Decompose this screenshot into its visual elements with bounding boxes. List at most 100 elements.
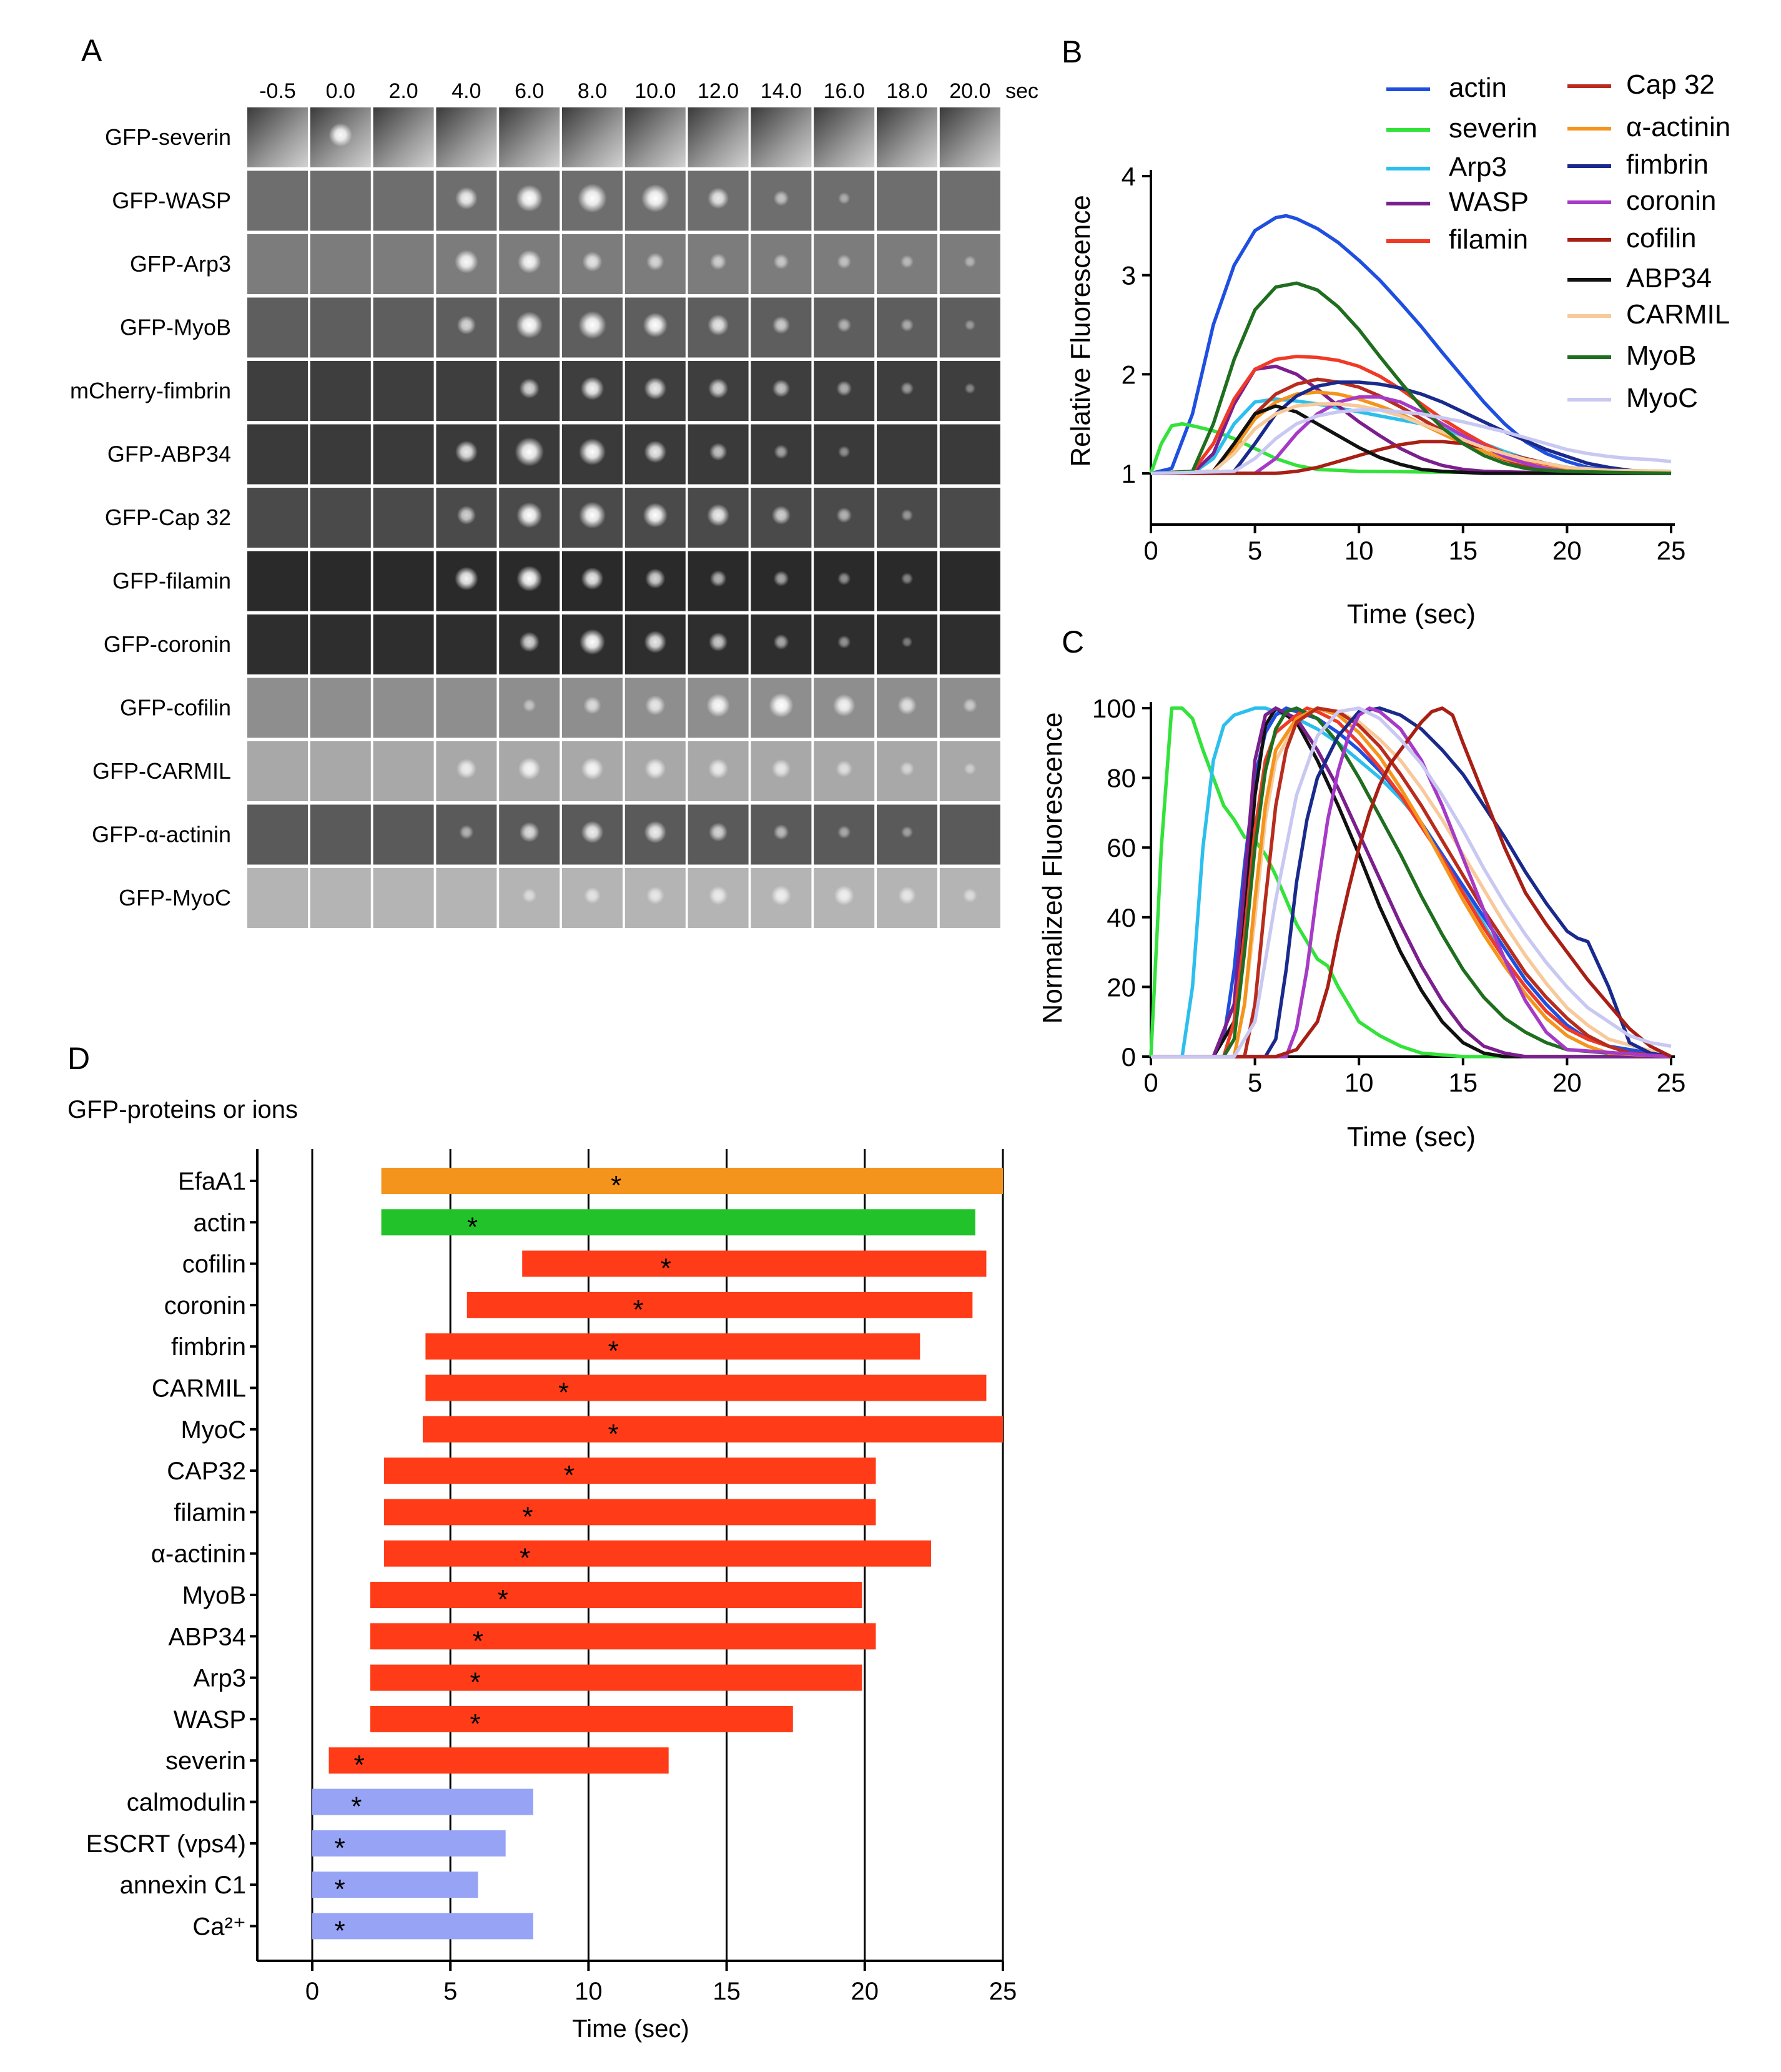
series-line-WASP: [1151, 364, 1671, 475]
category-label: actin: [194, 1209, 247, 1236]
fluorescent-spot: [708, 886, 728, 905]
microscopy-tile: [939, 614, 1000, 674]
microscopy-tile: [310, 868, 371, 928]
series-line-MyoC: [1151, 706, 1672, 1058]
peak-marker: *: [335, 1833, 345, 1863]
category-label: annexin C1: [120, 1872, 246, 1899]
microscopy-tile: [310, 361, 371, 421]
fluorescent-spot: [837, 571, 851, 586]
row-label: GFP-CARMIL: [92, 758, 231, 784]
fluorescent-spot: [900, 826, 914, 839]
fluorescent-spot: [837, 445, 851, 458]
microscopy-tile: [247, 741, 308, 801]
category-label: MyoB: [182, 1582, 246, 1609]
fluorescent-spot: [707, 504, 729, 526]
fluorescent-spot: [579, 629, 606, 655]
time-label: 6.0: [515, 79, 544, 103]
fluorescent-spot: [962, 888, 977, 903]
microscopy-tile: [939, 488, 1000, 548]
microscopy-tile: [436, 678, 497, 738]
fluorescent-spot: [964, 762, 977, 775]
y-axis-label: Normalized Fluorescence: [1037, 713, 1068, 1024]
microscopy-tile: [247, 424, 308, 485]
y-tick-label: 100: [1092, 694, 1136, 723]
fluorescent-spot: [837, 192, 851, 205]
microscopy-tile: [247, 614, 308, 674]
category-label: cofilin: [182, 1251, 246, 1278]
microscopy-tile: [310, 804, 371, 865]
category-label: WASP: [174, 1706, 246, 1734]
fluorescent-spot: [644, 440, 667, 463]
microscopy-tile: [562, 107, 623, 167]
series-line-coronin: [1151, 395, 1671, 475]
series-line-filamin: [1151, 706, 1672, 1058]
microscopy-tile: [373, 488, 434, 548]
time-unit-label: sec: [1005, 79, 1039, 103]
time-label: 4.0: [451, 79, 481, 103]
row-label: GFP-MyoC: [119, 885, 231, 910]
fluorescent-spot: [644, 758, 666, 779]
microscopy-tile: [688, 107, 749, 167]
y-tick-label: 1: [1122, 459, 1136, 488]
panel-label-d: D: [67, 1041, 90, 1076]
legend-label: coronin: [1626, 185, 1716, 216]
category-label: Ca²⁺: [192, 1913, 246, 1940]
microscopy-tile: [939, 424, 1000, 485]
y-tick-label: 4: [1122, 162, 1136, 191]
category-label: CAP32: [167, 1458, 246, 1485]
microscopy-tile: [373, 297, 434, 358]
row-label: GFP-cofilin: [120, 695, 231, 721]
panel-d-title: GFP-proteins or ions: [67, 1096, 298, 1123]
category-label: calmodulin: [127, 1789, 246, 1817]
fluorescent-spot: [644, 377, 667, 400]
fluorescent-spot: [837, 254, 852, 269]
category-label: α-actinin: [151, 1541, 246, 1568]
microscopy-tile: [247, 488, 308, 548]
y-axis-label: Relative Fluorescence: [1065, 195, 1096, 466]
fluorescent-spot: [964, 255, 977, 268]
category-label: EfaA1: [178, 1168, 246, 1195]
x-axis-label: Time (sec): [1347, 1122, 1476, 1152]
category-label: fimbrin: [171, 1333, 246, 1361]
fluorescent-spot: [584, 887, 601, 904]
x-tick-label: 5: [443, 1978, 457, 2005]
microscopy-tile: [373, 361, 434, 421]
legend-label: MyoC: [1626, 383, 1698, 413]
time-labels: -0.5 0.0 2.0 4.0 6.0 8.0 10.0 12.0 14.0 16.0 18.0 2…: [259, 79, 990, 103]
fluorescent-spot: [646, 886, 664, 905]
image-row: GFP-WASP: [112, 170, 1000, 231]
panel-d-timeline-bar-chart: GFP-proteins or ions *******************…: [67, 1096, 1017, 2043]
microscopy-tile: [751, 107, 812, 167]
fluorescent-spot: [516, 312, 543, 338]
x-axis-label: Time (sec): [1347, 599, 1476, 629]
panel-label-b: B: [1062, 34, 1082, 69]
time-label: 10.0: [634, 79, 676, 103]
fluorescent-spot: [773, 824, 789, 840]
x-tick-label: 10: [575, 1978, 603, 2005]
series-line-MyoB: [1150, 281, 1672, 475]
panel-label-a: A: [81, 33, 102, 68]
peak-marker: *: [611, 1170, 621, 1201]
microscopy-tile: [939, 107, 1000, 167]
microscopy-tile: [247, 551, 308, 611]
series-line-Cap32: [1151, 706, 1672, 1058]
image-row: GFP-cofilin: [120, 678, 1000, 738]
series-line-severin: [1149, 422, 1671, 475]
fluorescent-spot: [579, 501, 606, 529]
microscopy-tile: [247, 107, 308, 167]
y-tick-label: 40: [1107, 903, 1136, 932]
fluorescent-spot: [641, 184, 669, 212]
row-label: GFP-coronin: [104, 631, 231, 657]
category-label: CARMIL: [152, 1375, 246, 1403]
microscopy-tile: [310, 741, 371, 801]
fluorescent-spot: [771, 885, 791, 906]
fluorescent-spot: [769, 693, 794, 718]
x-tick-label: 5: [1248, 1068, 1262, 1097]
fluorescent-spot: [645, 695, 666, 716]
x-tick-label: 0: [1143, 1068, 1158, 1097]
fluorescent-spot: [519, 631, 540, 653]
fluorescent-spot: [706, 693, 730, 718]
x-tick-label: 5: [1248, 536, 1262, 565]
panel-a-image-grid: -0.5 0.0 2.0 4.0 6.0 8.0 10.0 12.0 14.0 16.0 18.0 2…: [70, 79, 1039, 928]
microscopy-tile: [310, 297, 371, 358]
